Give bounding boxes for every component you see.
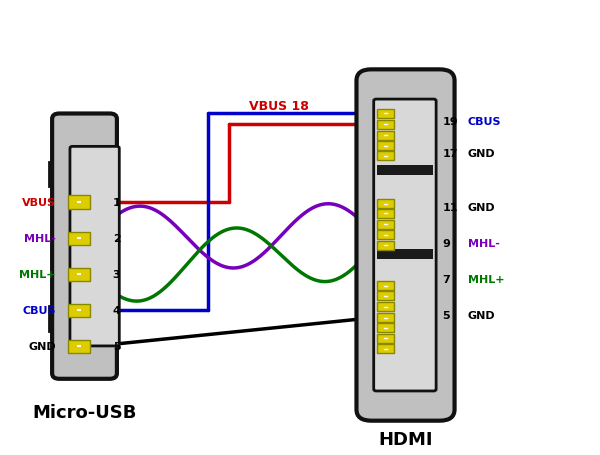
Bar: [49, 306, 62, 331]
Bar: [377, 110, 394, 119]
Text: 5: 5: [443, 310, 450, 320]
Text: 9: 9: [443, 238, 451, 248]
Text: GND: GND: [467, 310, 495, 320]
Text: 3: 3: [113, 270, 121, 280]
Text: CBUS: CBUS: [467, 117, 501, 127]
Bar: [68, 232, 90, 246]
FancyBboxPatch shape: [374, 100, 436, 391]
Text: VBUS 18: VBUS 18: [250, 100, 310, 113]
Bar: [68, 304, 90, 318]
Bar: [377, 220, 394, 229]
Text: 11: 11: [443, 202, 458, 212]
Text: GND: GND: [467, 148, 495, 158]
Text: Micro-USB: Micro-USB: [32, 403, 137, 421]
Text: 7: 7: [443, 274, 451, 284]
Text: MHL-: MHL-: [24, 234, 56, 244]
Text: GND: GND: [467, 202, 495, 212]
Bar: [68, 340, 90, 354]
Bar: [377, 249, 433, 259]
Bar: [377, 334, 394, 343]
Text: CBUS: CBUS: [22, 306, 56, 316]
Bar: [377, 241, 394, 250]
Bar: [377, 324, 394, 333]
Bar: [377, 231, 394, 240]
FancyBboxPatch shape: [356, 70, 455, 421]
Text: 5: 5: [113, 342, 121, 352]
Bar: [377, 292, 394, 301]
Text: VBUS: VBUS: [22, 198, 56, 208]
Bar: [377, 142, 394, 151]
Bar: [68, 268, 90, 282]
Bar: [49, 162, 62, 187]
Text: 4: 4: [113, 306, 121, 316]
Text: 19: 19: [443, 117, 458, 127]
Text: MHL-: MHL-: [467, 238, 500, 248]
Text: 2: 2: [113, 234, 121, 244]
Bar: [377, 209, 394, 218]
Bar: [377, 303, 394, 312]
Text: 17: 17: [443, 148, 458, 158]
Bar: [377, 200, 394, 209]
Bar: [68, 196, 90, 209]
Bar: [377, 131, 394, 140]
Bar: [377, 152, 394, 161]
Bar: [377, 344, 394, 354]
Text: MHL+: MHL+: [19, 270, 56, 280]
Bar: [377, 282, 394, 290]
Text: GND: GND: [28, 342, 56, 352]
FancyBboxPatch shape: [70, 147, 119, 346]
Bar: [377, 166, 433, 176]
Text: HDMI: HDMI: [378, 430, 433, 448]
Bar: [377, 313, 394, 322]
Text: 1: 1: [113, 198, 121, 208]
FancyBboxPatch shape: [52, 114, 117, 379]
Text: MHL+: MHL+: [467, 274, 504, 284]
Bar: [377, 121, 394, 130]
